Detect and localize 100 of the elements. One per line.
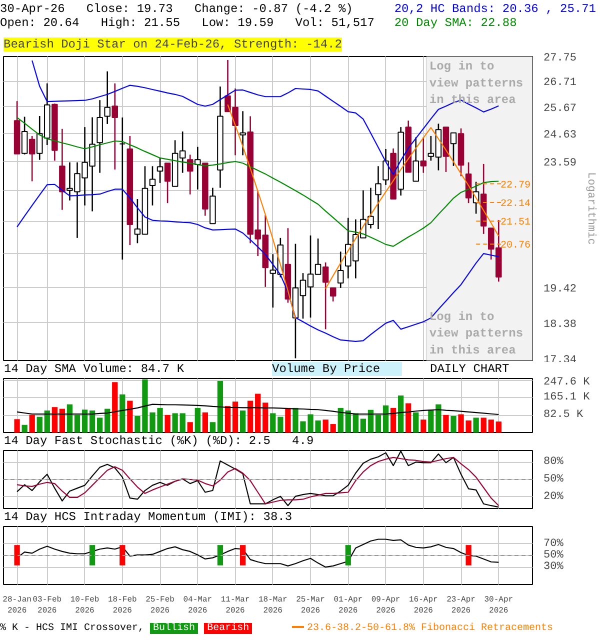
legend-label: 23.6-38.2-50-61.8% Fibonacci Retracements bbox=[306, 622, 554, 635]
candlestick bbox=[186, 154, 194, 196]
bar bbox=[330, 424, 336, 432]
text: Bearish bbox=[204, 623, 252, 634]
bar bbox=[352, 413, 358, 432]
y-tick-label: 30% bbox=[544, 561, 564, 574]
bar bbox=[172, 413, 178, 432]
y-tick-label: 24.63 bbox=[544, 130, 577, 142]
bar bbox=[14, 419, 20, 432]
text: Open: 20.64 High: 21.55 Low: 19.59 Vol: 51,517 bbox=[0, 16, 374, 30]
y-tick-label: 20% bbox=[544, 490, 564, 503]
bar bbox=[270, 413, 276, 432]
y-tick-label: 50% bbox=[544, 550, 564, 562]
candlestick bbox=[375, 166, 382, 230]
y-tick-label: 23.59 bbox=[544, 158, 577, 170]
y-tick-label: 247.6 K bbox=[544, 376, 590, 388]
bar bbox=[104, 408, 110, 432]
bar bbox=[127, 400, 133, 432]
candlestick bbox=[164, 162, 171, 204]
candlestick bbox=[322, 262, 329, 330]
bar bbox=[382, 405, 389, 432]
candlestick bbox=[119, 116, 126, 260]
bar bbox=[164, 414, 170, 432]
bar bbox=[96, 418, 103, 432]
bar bbox=[74, 414, 80, 432]
x-tick-label: 10-Feb 2026 bbox=[70, 596, 100, 616]
candlestick bbox=[382, 148, 389, 186]
ref-line-label: 22.14 bbox=[500, 199, 531, 210]
bar bbox=[428, 410, 434, 432]
bar bbox=[473, 418, 479, 432]
bar bbox=[44, 410, 50, 432]
bar bbox=[285, 408, 291, 432]
bar bbox=[443, 414, 449, 432]
x-tick-label: 23-Apr 2026 bbox=[446, 596, 476, 616]
candlestick bbox=[330, 287, 336, 302]
x-tick-label: 11-Mar 2026 bbox=[220, 596, 250, 616]
bar bbox=[368, 410, 374, 432]
candlestick bbox=[240, 110, 246, 156]
text: DAILY CHART bbox=[430, 362, 510, 376]
x-tick-label: 01-Apr 2026 bbox=[334, 596, 363, 616]
ref-line-label: 20.76 bbox=[500, 240, 531, 252]
line-series bbox=[16, 116, 500, 247]
candlestick bbox=[450, 132, 457, 167]
candlestick bbox=[21, 116, 28, 156]
bar bbox=[247, 400, 254, 432]
bar bbox=[322, 420, 328, 432]
text: Bullish bbox=[150, 623, 198, 634]
x-tick-label: 09-Apr 2026 bbox=[371, 596, 400, 616]
bar bbox=[210, 422, 216, 432]
bar bbox=[202, 412, 208, 432]
x-tick-label: 25-Feb 2026 bbox=[146, 596, 175, 616]
bar bbox=[338, 408, 344, 432]
bar bbox=[436, 404, 442, 432]
candlestick bbox=[420, 136, 427, 174]
text: Log in to view patterns in this area bbox=[429, 310, 524, 358]
candlestick bbox=[156, 157, 164, 184]
bar bbox=[480, 418, 486, 432]
bar bbox=[420, 420, 426, 432]
bar bbox=[180, 413, 186, 432]
bar bbox=[217, 381, 224, 432]
y-tick-label: 25.67 bbox=[544, 102, 577, 115]
bar bbox=[112, 382, 118, 432]
candlestick bbox=[194, 146, 201, 190]
bar bbox=[375, 414, 382, 432]
bar bbox=[398, 395, 404, 432]
candlestick bbox=[412, 136, 419, 182]
bar bbox=[187, 422, 193, 432]
bar bbox=[120, 394, 126, 432]
bar bbox=[22, 424, 28, 432]
bar bbox=[59, 408, 66, 432]
bar bbox=[224, 406, 231, 432]
y-tick-label: 82.5 K bbox=[544, 409, 584, 422]
bar bbox=[262, 402, 268, 432]
bar bbox=[345, 410, 351, 432]
bar bbox=[82, 410, 88, 432]
bar bbox=[240, 410, 246, 432]
bar bbox=[406, 403, 412, 432]
bar bbox=[496, 421, 502, 432]
bar bbox=[194, 408, 200, 432]
candlestick bbox=[104, 70, 110, 125]
bar bbox=[89, 410, 96, 432]
bar bbox=[255, 394, 261, 432]
y-tick-label: 18.38 bbox=[544, 318, 577, 331]
x-tick-label: 03-Feb 2026 bbox=[32, 596, 62, 616]
bar bbox=[29, 414, 35, 432]
ref-line-label: 21.51 bbox=[500, 218, 531, 229]
y-tick-label: 50% bbox=[544, 474, 564, 486]
bar bbox=[52, 407, 58, 432]
bar bbox=[278, 416, 284, 432]
candlestick bbox=[337, 250, 344, 289]
candlestick bbox=[112, 82, 118, 170]
legend-title: % K - HCS IMI Crossover, bbox=[0, 623, 144, 634]
bar bbox=[66, 404, 73, 432]
chart-title: Bearish Doji Star on 24-Feb-26, Strength: -14.2 bbox=[4, 38, 342, 52]
bar bbox=[390, 408, 396, 432]
x-tick-label: 04-Mar 2026 bbox=[183, 596, 212, 616]
bar bbox=[450, 416, 456, 432]
candlestick bbox=[149, 166, 156, 206]
text: 30-Apr-26 Close: 19.73 Change: -0.87 (-4.2 %) bbox=[0, 2, 354, 16]
chart-title: 14 Day SMA Volume: 84.7 K bbox=[4, 362, 184, 376]
